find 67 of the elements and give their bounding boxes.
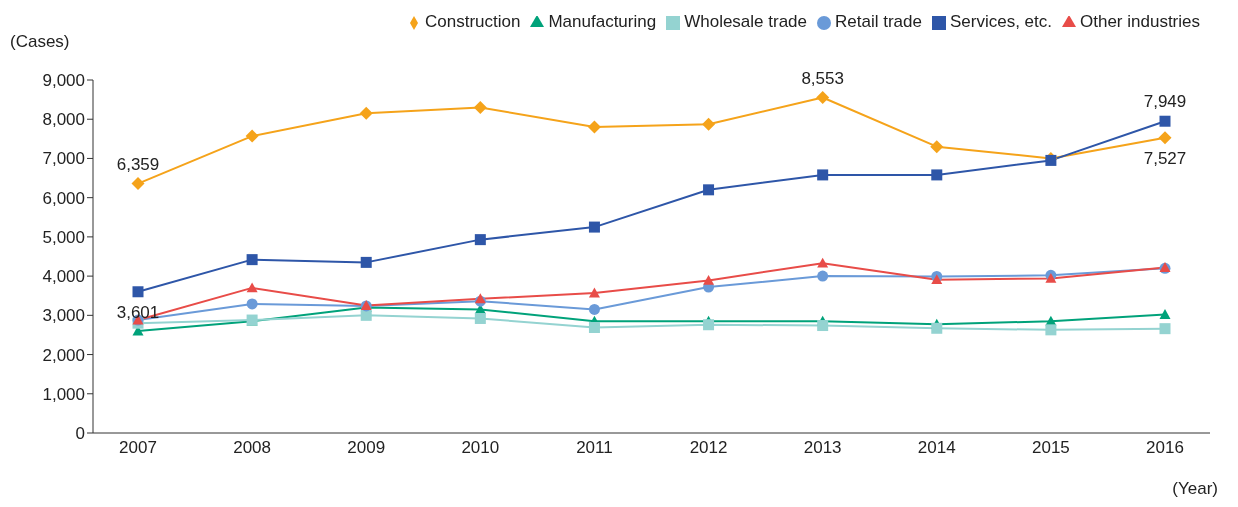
x-tick-label: 2016 [1146,438,1184,458]
x-axis-title: (Year) [1172,479,1218,499]
point [474,312,486,324]
x-tick-label: 2012 [689,438,728,458]
y-tick-label: 6,000 [42,188,85,208]
legend-label: Other industries [1080,12,1200,31]
data-label: 6,359 [116,154,160,174]
point [702,117,716,131]
point [703,184,715,196]
x-tick-label: 2015 [1031,438,1070,458]
point [1159,115,1171,127]
point [473,100,487,114]
point [246,298,258,310]
point [132,286,144,298]
data-label: 8,553 [801,68,844,88]
y-tick-label: 3,000 [42,306,85,326]
point [817,320,829,332]
y-tick-label: 0 [75,424,85,444]
point [246,254,258,266]
point [703,274,715,285]
point [131,177,145,191]
x-tick-label: 2011 [576,438,613,458]
x-tick-label: 2009 [347,438,386,458]
x-tick-label: 2008 [233,438,272,458]
point [817,270,829,282]
x-tick-label: 2013 [803,438,842,458]
point [816,91,830,105]
y-tick-label: 8,000 [42,110,85,130]
legend-label: Manufacturing [548,12,657,31]
data-label: 7,949 [1143,92,1187,112]
point [930,140,944,154]
y-tick-label: 9,000 [42,71,85,91]
legend-label: Services, etc. [949,12,1052,31]
y-tick-label: 5,000 [42,227,85,247]
point [474,234,486,246]
x-tick-label: 2010 [461,438,500,458]
point [588,303,600,315]
point [817,257,829,268]
data-label: 3,601 [116,302,160,322]
x-tick-label: 2014 [917,438,956,458]
legend-label: Construction [425,12,521,31]
point [588,221,600,233]
y-axis-title: (Cases) [10,32,70,52]
point [931,169,943,181]
point [1045,324,1057,336]
legend-label: Retail trade [835,12,922,31]
point [245,129,259,143]
point [360,309,372,321]
point [246,282,258,293]
point [931,322,943,334]
y-tick-label: 2,000 [42,345,85,365]
y-tick-label: 1,000 [42,384,85,404]
point [588,287,600,298]
point [360,256,372,268]
point [1158,131,1172,145]
x-tick-label: 2007 [119,438,157,458]
point [587,120,601,134]
y-tick-label: 4,000 [42,267,85,287]
point [588,321,600,333]
data-label: 7,527 [1143,148,1187,168]
y-tick-label: 7,000 [42,149,85,169]
point [1159,309,1171,319]
point [703,319,715,331]
point [359,106,373,120]
point [1159,323,1171,335]
point [817,169,829,181]
legend-label: Wholesale trade [684,12,808,31]
